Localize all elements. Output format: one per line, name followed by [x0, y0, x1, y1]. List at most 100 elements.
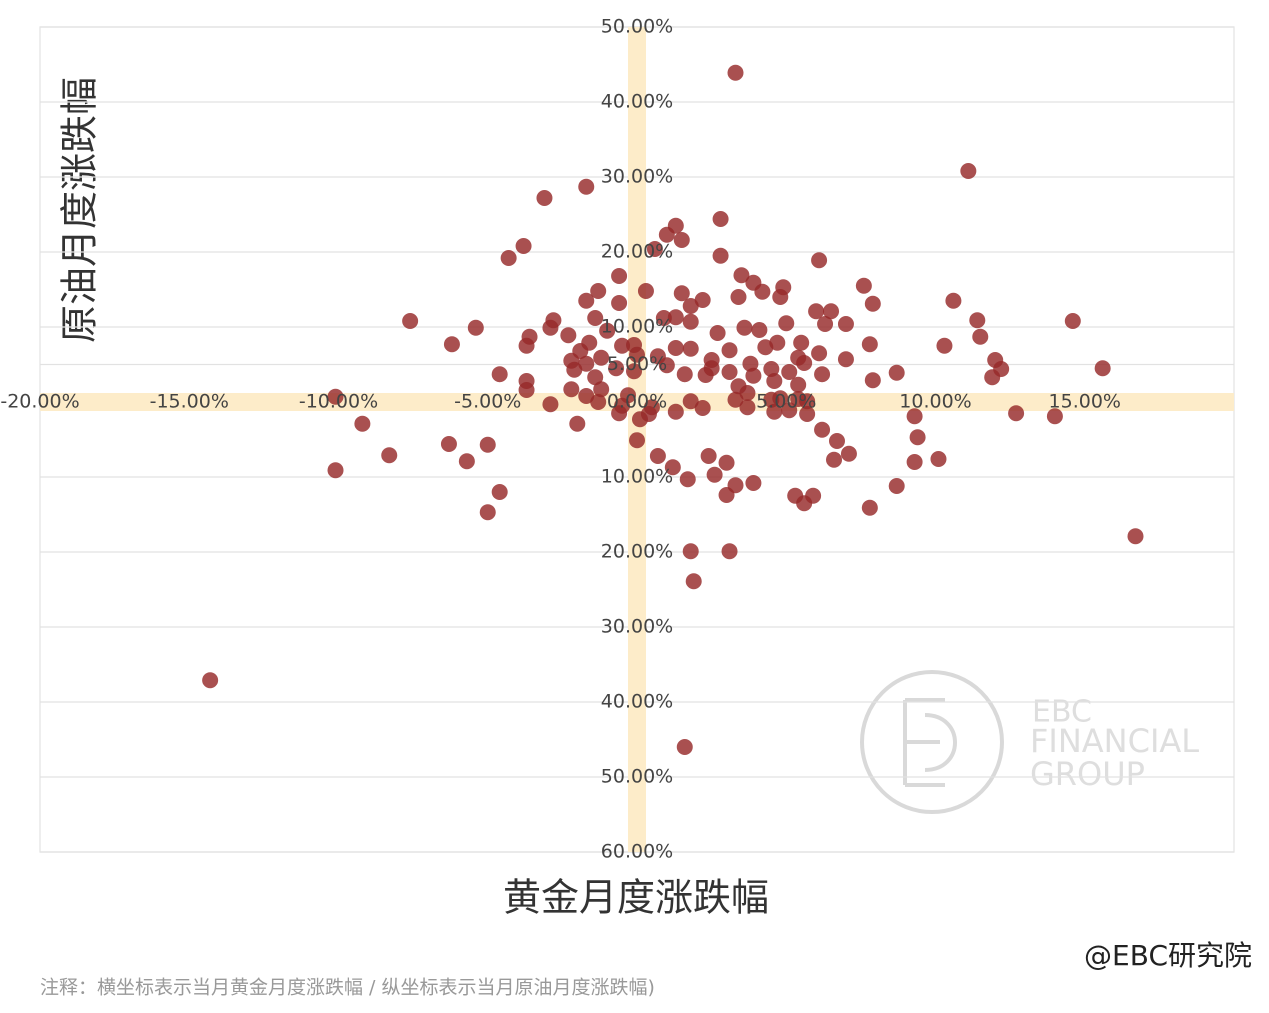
credit: @EBC研究院: [1084, 939, 1252, 972]
footnote: 注释：横坐标表示当月黄金月度涨跌幅 / 纵坐标表示当月原油月度涨跌幅): [40, 977, 655, 999]
point: [778, 315, 795, 332]
point: [763, 391, 780, 408]
point: [906, 408, 923, 425]
point: [569, 415, 586, 432]
point: [754, 283, 771, 300]
point: [611, 405, 628, 422]
point: [906, 454, 923, 470]
point: [945, 292, 962, 309]
point: [578, 292, 595, 309]
y-tick-label: 20.00%: [601, 541, 673, 563]
x-axis-label: 黄金月度涨跌幅: [503, 876, 769, 920]
point: [491, 484, 508, 500]
point: [799, 393, 816, 410]
y-axis-label: 原油月度涨跌幅: [58, 77, 102, 343]
point: [578, 355, 595, 372]
point: [721, 543, 738, 560]
point: [739, 385, 756, 401]
point: [796, 495, 813, 512]
point: [673, 285, 690, 302]
point: [500, 250, 517, 266]
point: [793, 334, 810, 351]
point: [614, 337, 631, 354]
point: [718, 454, 735, 471]
point: [578, 388, 595, 404]
x-tick-label: 15.00%: [1049, 391, 1121, 413]
point: [828, 433, 845, 449]
point: [629, 346, 645, 363]
point: [458, 453, 475, 470]
point: [682, 313, 699, 330]
watermark: GROUP: [1030, 755, 1145, 793]
point: [1094, 360, 1111, 377]
point: [682, 393, 699, 410]
point: [814, 421, 831, 438]
watermark: FINANCIAL: [1030, 722, 1199, 760]
point: [676, 739, 693, 755]
point: [611, 295, 628, 311]
point: [855, 277, 872, 294]
point: [969, 312, 986, 329]
point: [599, 322, 616, 339]
point: [646, 241, 663, 257]
x-tick-label: -15.00%: [150, 391, 229, 413]
point: [739, 399, 756, 416]
point: [587, 369, 604, 386]
y-tick-label: 50.00%: [601, 16, 673, 38]
point: [745, 475, 762, 491]
point: [745, 367, 762, 384]
point: [837, 351, 854, 368]
y-tick-label: 20.00%: [601, 241, 673, 263]
point: [700, 448, 717, 464]
point: [563, 381, 580, 398]
x-tick-label: 10.00%: [899, 391, 971, 413]
point: [772, 289, 789, 305]
point: [721, 364, 738, 380]
point: [697, 367, 714, 383]
point: [676, 366, 693, 383]
watermark: EBC: [1032, 695, 1092, 730]
point: [578, 178, 595, 195]
point: [479, 504, 496, 521]
point: [864, 295, 881, 312]
point: [536, 190, 553, 206]
point: [930, 451, 947, 467]
point: [667, 340, 684, 356]
point: [491, 366, 508, 383]
point: [590, 394, 607, 410]
point: [796, 355, 813, 371]
point: [888, 364, 905, 381]
point: [655, 310, 672, 326]
point: [587, 310, 604, 326]
point: [515, 238, 532, 254]
point: [542, 396, 559, 413]
y-tick-label: 40.00%: [601, 691, 673, 713]
point: [727, 391, 744, 408]
y-tick-label: 10.00%: [601, 466, 673, 488]
point: [608, 360, 625, 377]
point: [590, 283, 607, 299]
point: [202, 672, 219, 689]
point: [730, 289, 747, 305]
point: [658, 357, 675, 374]
point: [518, 337, 535, 354]
point: [685, 573, 702, 590]
point: [826, 451, 843, 468]
point: [467, 319, 484, 336]
point: [751, 322, 768, 338]
point: [769, 334, 786, 351]
point: [679, 471, 696, 488]
point: [799, 406, 816, 422]
point: [811, 345, 828, 362]
point: [566, 361, 583, 378]
y-tick-label: 10.00%: [601, 316, 673, 338]
point: [712, 247, 729, 264]
y-tick-label: 60.00%: [601, 841, 673, 863]
point: [327, 388, 344, 405]
point: [709, 325, 726, 341]
point: [840, 445, 857, 462]
point: [1008, 405, 1025, 422]
point: [837, 316, 854, 332]
point: [682, 543, 699, 560]
point: [718, 487, 735, 503]
